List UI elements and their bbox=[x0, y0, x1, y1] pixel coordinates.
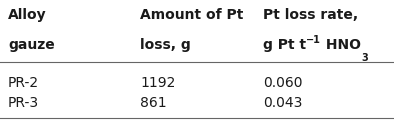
Text: 1192: 1192 bbox=[140, 76, 175, 90]
Text: g Pt t: g Pt t bbox=[263, 38, 306, 52]
Text: PR-3: PR-3 bbox=[8, 96, 39, 110]
Text: 3: 3 bbox=[361, 53, 368, 63]
Text: 0.043: 0.043 bbox=[263, 96, 302, 110]
Text: HNO: HNO bbox=[321, 38, 361, 52]
Text: Amount of Pt: Amount of Pt bbox=[140, 8, 243, 22]
Text: −1: −1 bbox=[306, 35, 321, 45]
Text: PR-2: PR-2 bbox=[8, 76, 39, 90]
Text: gauze: gauze bbox=[8, 38, 55, 52]
Text: Alloy: Alloy bbox=[8, 8, 46, 22]
Text: 861: 861 bbox=[140, 96, 167, 110]
Text: loss, g: loss, g bbox=[140, 38, 191, 52]
Text: 0.060: 0.060 bbox=[263, 76, 303, 90]
Text: Pt loss rate,: Pt loss rate, bbox=[263, 8, 358, 22]
